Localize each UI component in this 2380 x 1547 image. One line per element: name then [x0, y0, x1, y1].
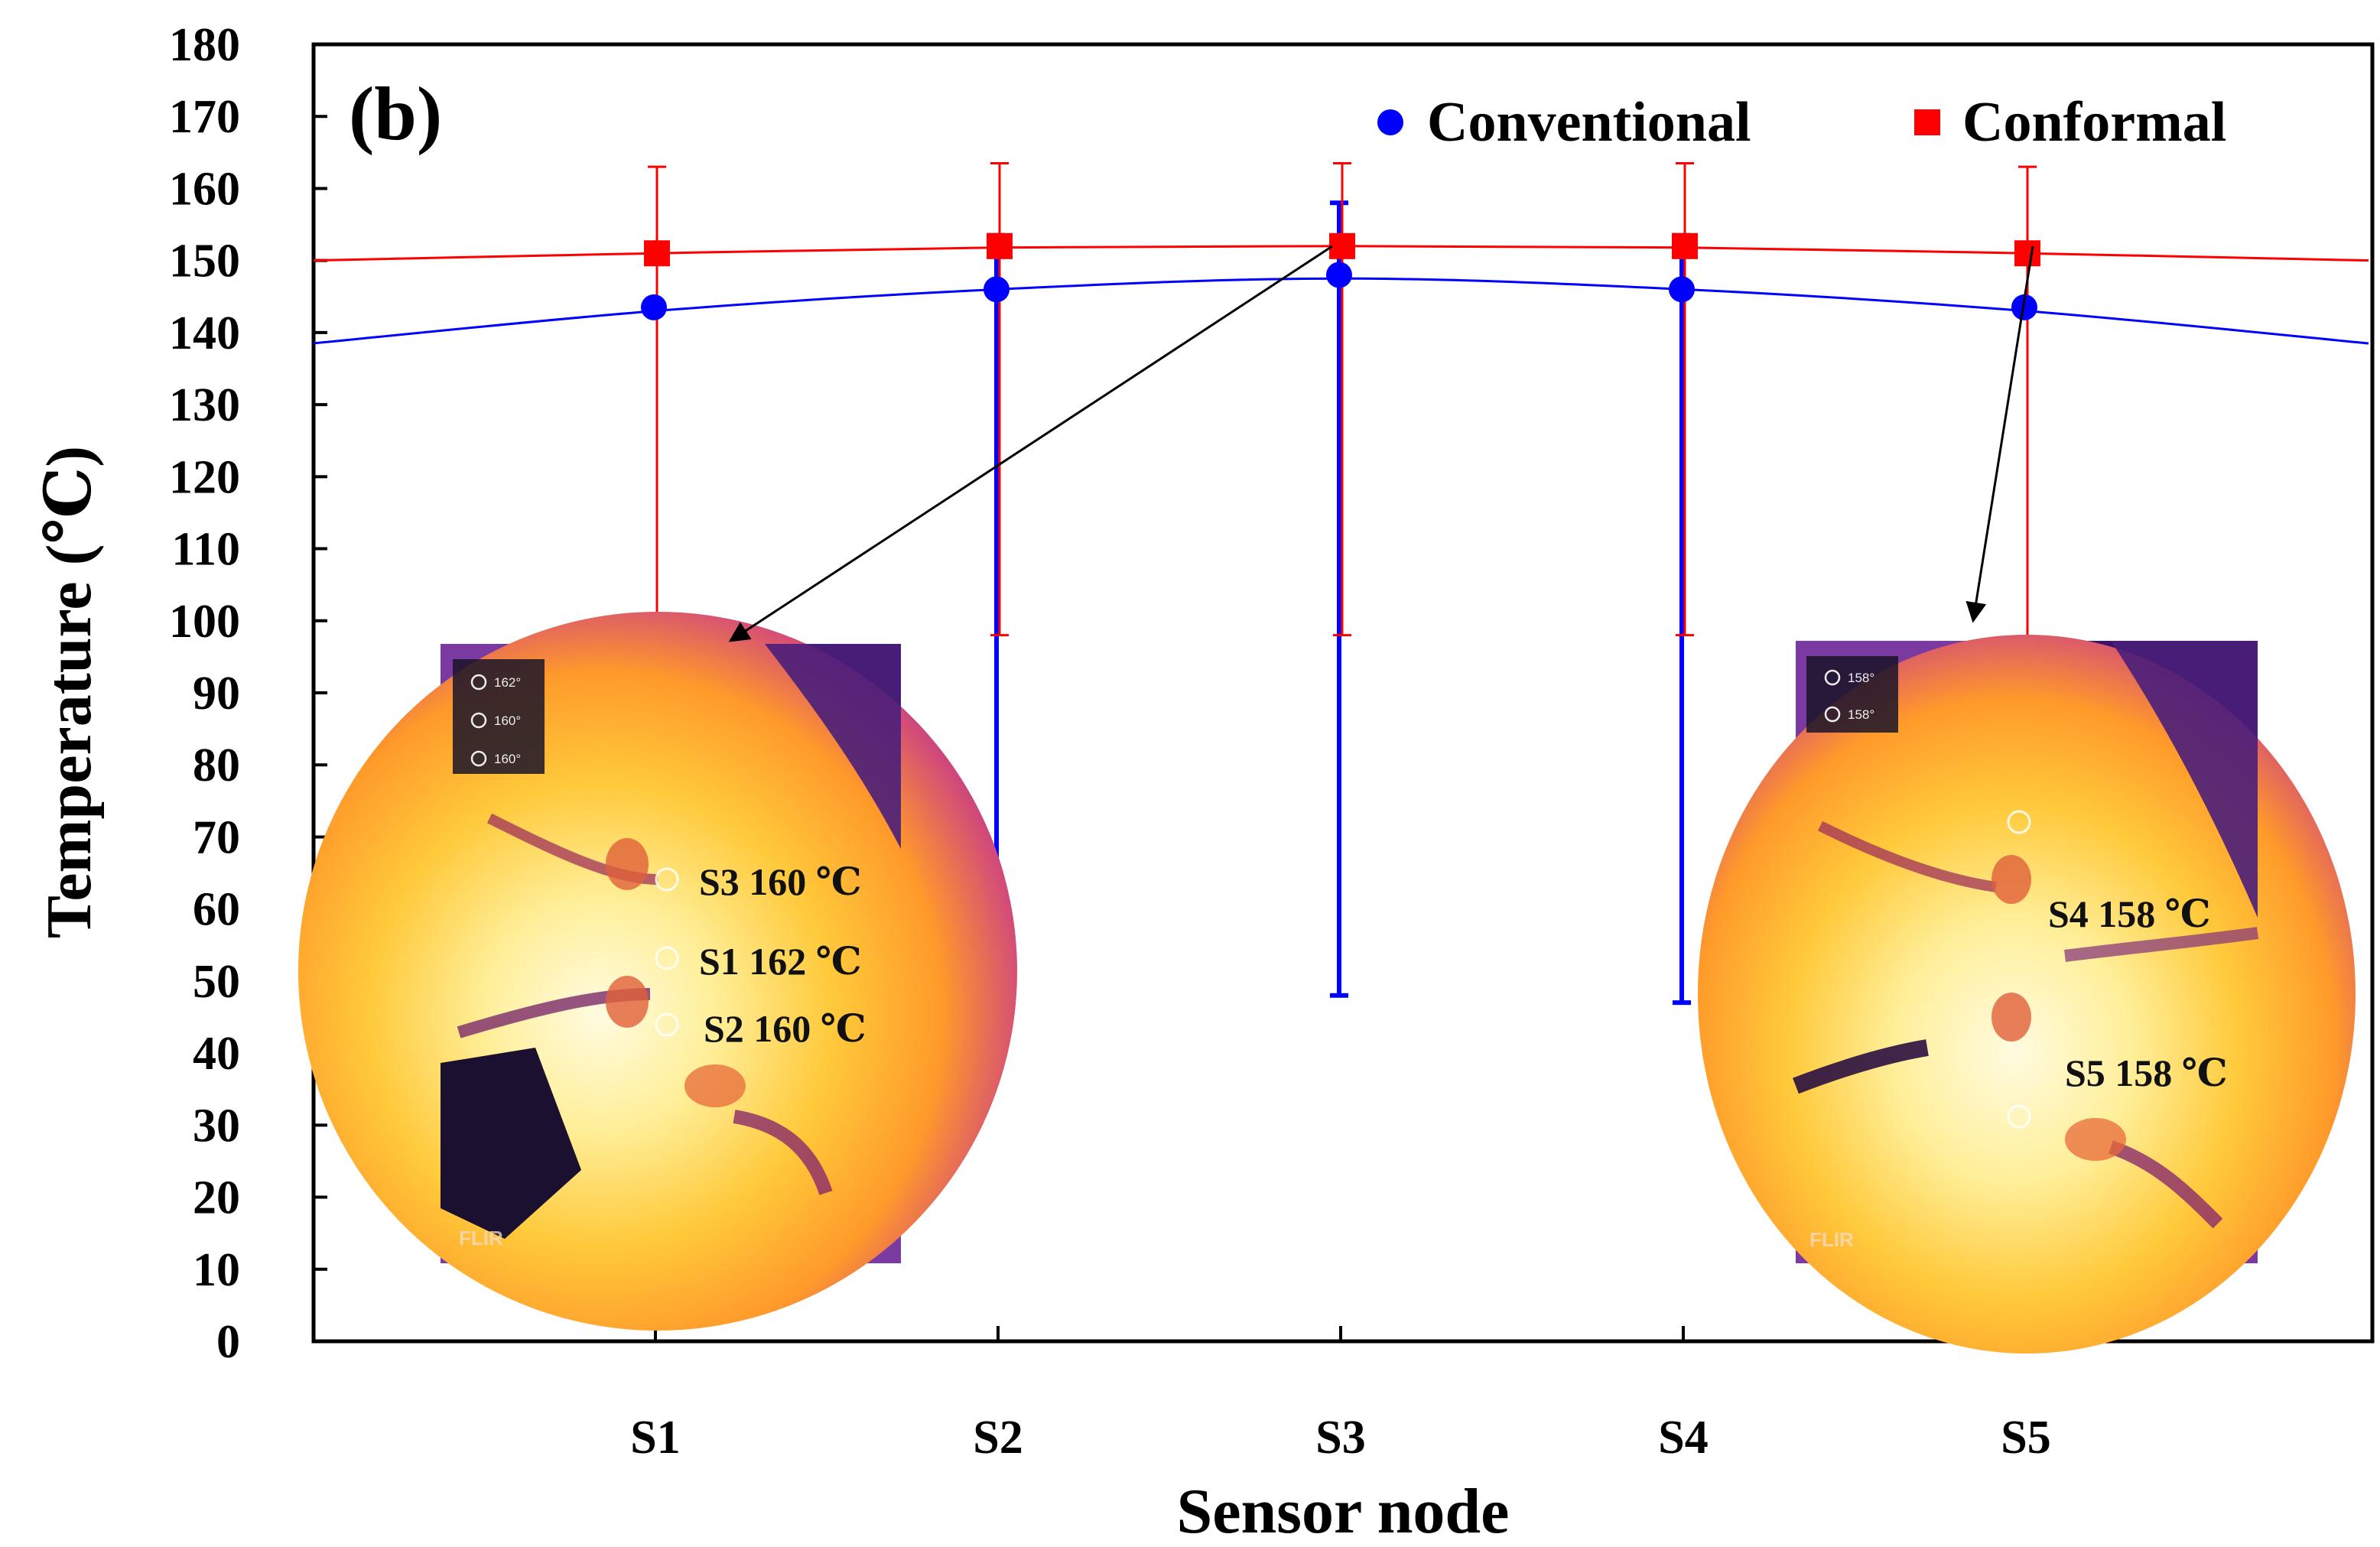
left-brand-logo: FLIR [459, 1227, 503, 1250]
left-readout-2: 160° [494, 713, 521, 728]
point-conformal-s1 [644, 240, 670, 267]
pointer-arrow-right [1965, 245, 2034, 623]
point-conformal-s2 [987, 232, 1013, 259]
y-tick-label: 30 [193, 1100, 240, 1152]
legend-marker-conventional [1377, 109, 1403, 135]
crosshair-icon [655, 867, 679, 1037]
data-markers [641, 232, 2040, 320]
left-label-s2: S2 160 ℃ [704, 1007, 866, 1050]
point-conventional-s3 [1326, 262, 1352, 288]
y-tick-label: 40 [193, 1028, 240, 1080]
legend: Conventional Conformal [1377, 91, 2226, 154]
y-tick-label: 20 [193, 1172, 240, 1224]
right-readout-list: 158° 158° [1824, 669, 1874, 723]
y-tick-label: 150 [169, 236, 240, 288]
left-label-s3: S3 160 ℃ [699, 860, 862, 903]
x-axis-title: Sensor node [1177, 1476, 1510, 1547]
right-readout-1: 158° [1848, 671, 1874, 685]
point-conformal-s4 [1672, 232, 1698, 259]
y-tick-label: 100 [169, 596, 240, 648]
right-brand-logo: FLIR [1809, 1228, 1854, 1251]
left-readout-list: 162° 160° 160° [470, 674, 521, 767]
point-conventional-s5 [2011, 294, 2037, 320]
legend-label-conformal: Conformal [1962, 91, 2226, 154]
y-tick-label: 140 [169, 307, 240, 359]
y-axis-title: Temperature (℃) [34, 446, 105, 938]
pointer-arrow-left [728, 245, 1333, 642]
y-tick-label: 0 [216, 1316, 240, 1368]
x-tick-label-s1: S1 [630, 1412, 680, 1464]
y-tick-label: 60 [193, 884, 240, 936]
right-label-s5: S5 158 ℃ [2065, 1051, 2228, 1094]
point-conformal-s3 [1329, 232, 1355, 259]
legend-marker-conformal [1914, 109, 1940, 135]
x-tick-label-s2: S2 [973, 1412, 1023, 1464]
thermal-image-right: 158° 158° S4 158 ℃ S5 158 ℃ FLIR [1698, 635, 2356, 1354]
panel-label: (b) [349, 71, 442, 156]
point-conventional-s1 [641, 294, 667, 320]
y-tick-label: 180 [169, 19, 240, 71]
left-readout-3: 160° [494, 752, 521, 766]
crosshair-icon [1824, 669, 1841, 686]
y-axis: 0 10 20 30 40 50 60 70 80 90 100 110 120 130 140 150 160… [169, 19, 327, 1368]
y-tick-label: 80 [193, 739, 240, 791]
right-label-s4: S4 158 ℃ [2048, 892, 2211, 935]
left-readout-1: 162° [494, 675, 521, 690]
point-conventional-s2 [984, 276, 1010, 303]
legend-label-conventional: Conventional [1427, 91, 1751, 154]
y-tick-label: 170 [169, 91, 240, 143]
right-readout-2: 158° [1848, 707, 1874, 722]
x-tick-label-s5: S5 [2001, 1412, 2050, 1464]
crosshair-icon [470, 674, 487, 691]
y-tick-label: 120 [169, 451, 240, 503]
left-label-s1: S1 162 ℃ [699, 940, 862, 983]
x-tick-label-s4: S4 [1658, 1412, 1708, 1464]
crosshair-icon [2007, 810, 2031, 1129]
y-tick-label: 110 [171, 524, 240, 576]
point-conventional-s4 [1669, 276, 1695, 303]
crosshair-icon [470, 750, 487, 767]
x-axis: S1 S2 S3 S4 S5 [630, 1326, 2051, 1464]
point-conformal-s5 [2014, 240, 2040, 267]
crosshair-icon [470, 712, 487, 729]
y-tick-label: 10 [193, 1244, 240, 1296]
y-tick-label: 90 [193, 668, 240, 720]
y-tick-label: 50 [193, 956, 240, 1008]
x-tick-label-s3: S3 [1315, 1412, 1365, 1464]
y-tick-label: 70 [193, 811, 240, 863]
thermal-image-left: 162° 160° 160° S3 160 ℃ S1 162 ℃ S2 160 … [298, 612, 1017, 1331]
y-tick-label: 160 [169, 163, 240, 215]
y-tick-label: 130 [169, 379, 240, 431]
crosshair-icon [1824, 706, 1841, 723]
